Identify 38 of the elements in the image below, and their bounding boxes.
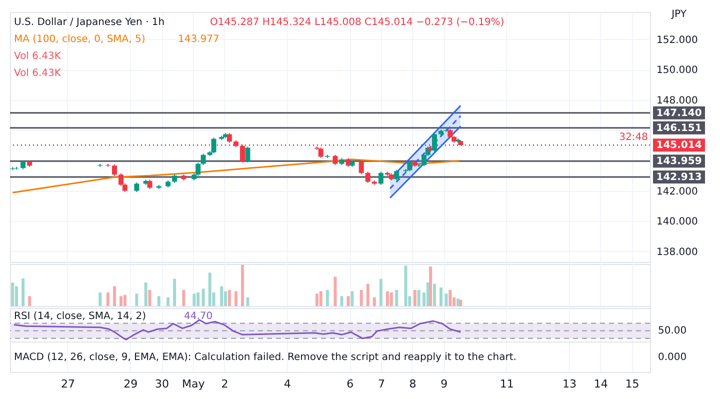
- annotation: 32:48: [619, 132, 648, 144]
- y-tick-label: 140.000: [656, 216, 698, 228]
- annotation: 44.70: [184, 311, 213, 322]
- ref-line-label: 145.014: [656, 140, 702, 152]
- x-tick-label: 6: [346, 378, 354, 390]
- annotation: Vol 6.43K: [14, 68, 62, 79]
- ref-line-label: 143.959: [656, 156, 702, 168]
- x-tick-label: 8: [409, 378, 416, 390]
- y-tick-label: 152.000: [656, 34, 698, 46]
- annotation: 143.977: [178, 34, 220, 45]
- chart-title: RSI (14, close, SMA, 14, 2): [14, 311, 146, 322]
- x-tick-label: 15: [625, 378, 640, 390]
- chart-title: U.S. Dollar / Japanese Yen · 1h: [14, 17, 165, 28]
- annotation: O145.287 H145.324 L145.008 C145.014 −0.273 (−0.19%): [210, 17, 504, 28]
- text: MA (100, close, 0, SMA, 5): [14, 34, 146, 45]
- y-tick-label: 138.000: [656, 246, 698, 258]
- annotation: Vol 6.43K: [14, 51, 62, 62]
- text: 50.00: [658, 326, 687, 337]
- x-tick-label: 11: [500, 378, 514, 390]
- ref-line-label: 146.151: [656, 122, 702, 134]
- x-tick-label: 29: [124, 378, 138, 390]
- x-tick-label: 30: [155, 378, 170, 390]
- x-tick-label: May: [182, 378, 206, 390]
- y-tick-label: 150.000: [656, 65, 698, 76]
- x-tick-label: 9: [440, 378, 448, 390]
- x-tick-label: 13: [562, 378, 577, 390]
- text: 0.000: [658, 352, 687, 363]
- text: JPY: [670, 9, 688, 20]
- ref-line-label: 147.140: [656, 108, 702, 119]
- x-tick-label: 2: [221, 378, 228, 390]
- ref-line-label: 142.913: [656, 172, 702, 183]
- x-tick-label: 27: [60, 378, 75, 390]
- x-tick-label: 14: [594, 378, 608, 390]
- y-tick-label: 142.000: [656, 186, 698, 198]
- y-tick-label: 148.000: [656, 95, 698, 106]
- x-tick-label: 7: [378, 378, 385, 390]
- text: MACD (12, 26, close, 9, EMA, EMA): Calculation failed. Remove the script and reapply it to the chart.: [14, 352, 516, 363]
- x-tick-label: 4: [284, 378, 291, 390]
